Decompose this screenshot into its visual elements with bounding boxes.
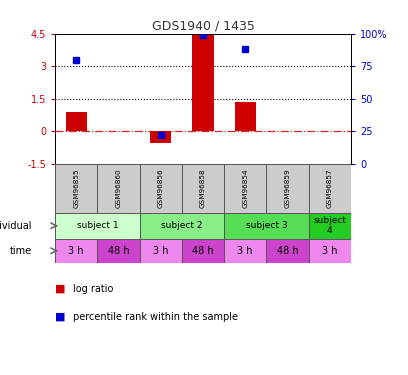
Bar — [150, 131, 171, 143]
Text: GSM96858: GSM96858 — [200, 168, 206, 208]
Title: GDS1940 / 1435: GDS1940 / 1435 — [151, 20, 255, 33]
Text: 3 h: 3 h — [322, 246, 337, 256]
Text: GSM96860: GSM96860 — [115, 168, 122, 208]
Bar — [308, 213, 351, 239]
Bar — [140, 213, 224, 239]
Text: time: time — [9, 246, 31, 256]
Bar — [55, 239, 98, 262]
Text: 3 h: 3 h — [237, 246, 253, 256]
Text: subject 1: subject 1 — [77, 221, 118, 230]
Bar — [66, 112, 87, 131]
Text: GSM96855: GSM96855 — [73, 168, 79, 208]
Bar — [308, 164, 351, 213]
Bar — [266, 239, 308, 262]
Bar — [235, 102, 256, 131]
Text: 48 h: 48 h — [108, 246, 129, 256]
Bar — [224, 239, 266, 262]
Bar — [193, 35, 213, 131]
Text: ■: ■ — [55, 312, 69, 322]
Text: GSM96859: GSM96859 — [284, 168, 290, 208]
Bar — [182, 164, 224, 213]
Bar — [182, 239, 224, 262]
Text: GSM96854: GSM96854 — [242, 168, 248, 208]
Text: percentile rank within the sample: percentile rank within the sample — [73, 312, 238, 322]
Text: 48 h: 48 h — [192, 246, 214, 256]
Bar — [98, 239, 140, 262]
Text: GSM96856: GSM96856 — [158, 168, 164, 208]
Text: subject 2: subject 2 — [161, 221, 203, 230]
Text: log ratio: log ratio — [73, 284, 114, 294]
Bar — [266, 164, 308, 213]
Text: subject
4: subject 4 — [313, 216, 346, 236]
Bar — [55, 164, 98, 213]
Text: individual: individual — [0, 221, 31, 231]
Bar — [224, 164, 266, 213]
Text: ■: ■ — [55, 284, 69, 294]
Text: 3 h: 3 h — [153, 246, 169, 256]
Text: 48 h: 48 h — [277, 246, 298, 256]
Bar — [55, 213, 140, 239]
Text: GSM96857: GSM96857 — [327, 168, 333, 208]
Text: subject 3: subject 3 — [246, 221, 287, 230]
Bar — [140, 239, 182, 262]
Bar — [140, 164, 182, 213]
Bar — [308, 239, 351, 262]
Bar — [98, 164, 140, 213]
Text: 3 h: 3 h — [69, 246, 84, 256]
Bar — [224, 213, 308, 239]
